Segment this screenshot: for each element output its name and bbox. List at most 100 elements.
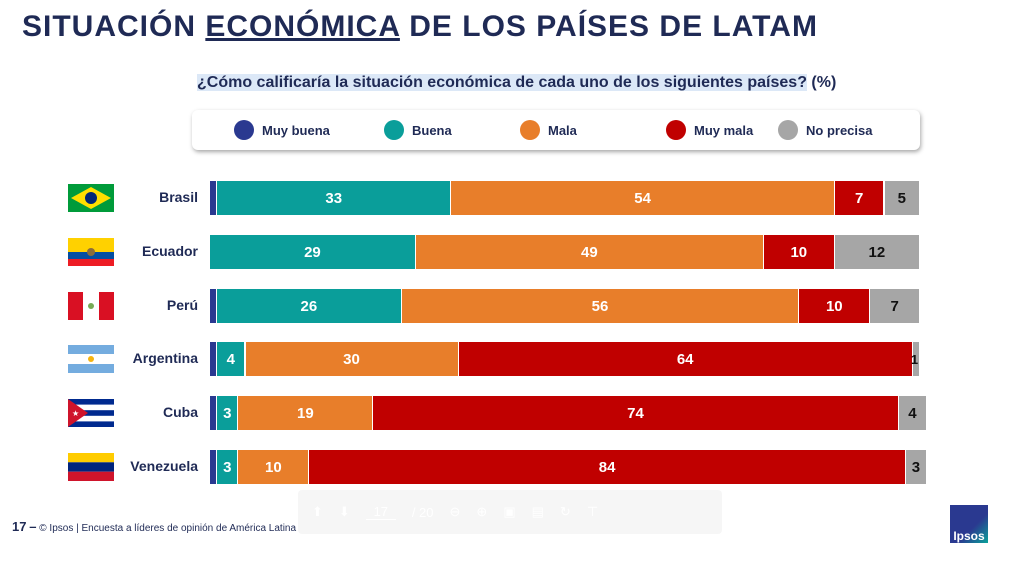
data-label: 84 — [598, 458, 616, 476]
legend-item: Muy mala — [666, 120, 753, 140]
data-label: 7 — [890, 297, 899, 315]
data-label: 10 — [790, 243, 808, 261]
legend-label: Muy mala — [694, 122, 754, 138]
legend-swatch — [384, 120, 404, 140]
bar-segment: 26 — [217, 289, 402, 323]
chart-question: ¿Cómo calificaría la situación económica… — [197, 74, 837, 91]
bar-segment: 4 — [898, 396, 928, 430]
bar-segment: 56 — [401, 289, 800, 323]
bar-segment: 10 — [763, 235, 835, 269]
data-label: 4 — [226, 350, 235, 368]
bar-segment: 1 — [210, 450, 223, 484]
bar-segment: 1 — [210, 289, 223, 323]
bar-segment: 12 — [834, 235, 920, 269]
flag-icon — [68, 238, 114, 266]
category-label: Brasil — [159, 189, 198, 205]
bar-segment: 3 — [217, 396, 239, 430]
data-label: 7 — [854, 189, 864, 207]
legend-label: Muy buena — [262, 122, 330, 138]
bar-segment: 84 — [309, 450, 906, 484]
flag-icon — [68, 292, 114, 320]
bar-segment: 33 — [217, 181, 452, 215]
legend-label: No precisa — [806, 122, 873, 138]
bar-segment: 74 — [373, 396, 899, 430]
category-label: Argentina — [132, 350, 198, 366]
category-label: Ecuador — [141, 243, 198, 259]
bar-segment: 4 — [217, 342, 246, 376]
fit-width-icon[interactable]: ▤ — [531, 504, 544, 519]
data-label: 54 — [634, 189, 651, 207]
data-label: 26 — [300, 297, 318, 315]
bar-segment: 29 — [210, 235, 416, 269]
data-label: 1 — [910, 351, 919, 367]
data-label: 64 — [676, 350, 694, 368]
bar-row: Brasil1335475 — [0, 181, 1024, 215]
bar-segment: 19 — [238, 396, 374, 430]
legend-swatch — [778, 120, 798, 140]
legend: Muy buena Buena Mala Muy mala No precisa — [192, 110, 920, 150]
bar-segment: 1 — [210, 396, 223, 430]
legend-item: Muy buena — [234, 120, 330, 140]
data-label: 3 — [223, 404, 232, 422]
svg-text:★: ★ — [72, 409, 79, 418]
data-label: 74 — [627, 404, 644, 422]
legend-item: No precisa — [778, 120, 872, 140]
bar-segment: 5 — [884, 181, 920, 215]
flag-icon — [68, 345, 114, 373]
legend-swatch — [234, 120, 254, 140]
bar-segment: 10 — [238, 450, 310, 484]
bar-segment: 10 — [799, 289, 871, 323]
flag-icon — [68, 453, 114, 481]
bar-row: Argentina1430641 — [0, 342, 1024, 376]
pdf-toolbar: ⬆ ⬇ 17 / 20 ⊖ ⊕ ▣ ▤ ↻ ⊤ — [298, 490, 722, 534]
data-label: 3 — [223, 458, 232, 476]
bar-segment: 64 — [458, 342, 913, 376]
bar-row: Venezuela1310843 — [0, 450, 1024, 484]
data-label: 4 — [908, 404, 917, 422]
data-label: 3 — [911, 458, 921, 476]
page-total: / 20 — [411, 504, 434, 520]
legend-label: Mala — [548, 122, 577, 138]
bar-segment: 1 — [210, 342, 223, 376]
next-page-icon[interactable]: ⬇ — [338, 504, 350, 519]
legend-label: Buena — [412, 122, 452, 138]
more-tools-icon[interactable]: ⊤ — [586, 504, 599, 519]
bar-segment: 54 — [451, 181, 835, 215]
legend-swatch — [666, 120, 686, 140]
ipsos-logo: Ipsos — [950, 505, 988, 543]
category-label: Perú — [166, 297, 198, 313]
data-label: 5 — [897, 189, 906, 207]
category-label: Venezuela — [130, 458, 198, 474]
previous-page-icon[interactable]: ⬆ — [312, 504, 323, 519]
bar-segment: 1 — [910, 342, 920, 376]
bar-segment: 1 — [210, 181, 223, 215]
data-label: 30 — [343, 350, 360, 368]
bar-segment: 49 — [415, 235, 764, 269]
bar-row: Ecuador 29 49 10 12 — [0, 235, 1024, 269]
data-label: 33 — [325, 189, 343, 207]
page-input[interactable]: 17 — [365, 504, 396, 520]
footer: 17 – © Ipsos | Encuesta a líderes de opi… — [12, 519, 297, 534]
bar-segment: 7 — [834, 181, 885, 215]
data-label: 56 — [591, 297, 609, 315]
bar-segment: 7 — [870, 289, 920, 323]
data-label: 10 — [265, 458, 282, 476]
rotate-icon[interactable]: ↻ — [559, 504, 571, 519]
bar-row: Perú 1 26 56 10 7 — [0, 289, 1024, 323]
data-label: 10 — [825, 297, 843, 315]
legend-item: Mala — [520, 120, 577, 140]
page-title: SITUACIÓN ECONÓMICA DE LOS PAÍSES DE LAT… — [22, 10, 818, 43]
data-label: 12 — [868, 243, 886, 261]
zoom-in-icon[interactable]: ⊕ — [476, 504, 488, 519]
flag-icon: ★ — [68, 399, 114, 427]
legend-item: Buena — [384, 120, 452, 140]
data-label: 29 — [304, 243, 321, 261]
data-label: 19 — [296, 404, 314, 422]
zoom-out-icon[interactable]: ⊖ — [449, 504, 461, 519]
flag-icon — [68, 184, 114, 212]
bar-segment: 30 — [245, 342, 459, 376]
fit-page-icon[interactable]: ▣ — [503, 504, 516, 519]
bar-segment: 3 — [217, 450, 239, 484]
legend-swatch — [520, 120, 540, 140]
data-label: 49 — [580, 243, 598, 261]
